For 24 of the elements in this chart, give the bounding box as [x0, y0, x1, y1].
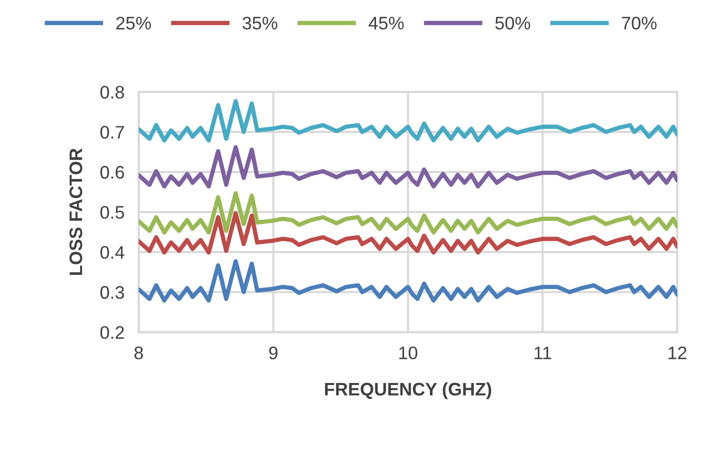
x-tick-label: 9	[269, 346, 278, 360]
legend-label: 25%	[116, 16, 151, 30]
y-tick-label: 0.5	[100, 206, 124, 219]
legend-label: 45%	[368, 16, 404, 30]
legend-label: 35%	[242, 16, 278, 30]
x-tick-label: 10	[399, 346, 418, 360]
y-axis-title: LOSS FACTOR	[69, 148, 82, 275]
legend-label: 70%	[622, 16, 657, 30]
line-series	[138, 99, 678, 142]
y-tick-label: 0.2	[100, 326, 124, 339]
y-tick-label: 0.3	[100, 286, 124, 299]
line-series	[138, 145, 678, 188]
x-tick-label: 8	[134, 346, 143, 360]
line-series	[138, 211, 678, 255]
x-tick-label: 12	[668, 346, 686, 360]
line-series	[138, 191, 678, 235]
line-series	[138, 259, 678, 303]
x-axis-title: FREQUENCY (GHZ)	[325, 382, 492, 400]
x-tick-label: 11	[534, 346, 552, 360]
legend-label: 50%	[495, 16, 530, 30]
y-tick-label: 0.8	[100, 86, 124, 99]
y-tick-label: 0.7	[100, 126, 124, 139]
y-tick-label: 0.4	[100, 246, 124, 259]
y-tick-label: 0.6	[100, 166, 124, 179]
